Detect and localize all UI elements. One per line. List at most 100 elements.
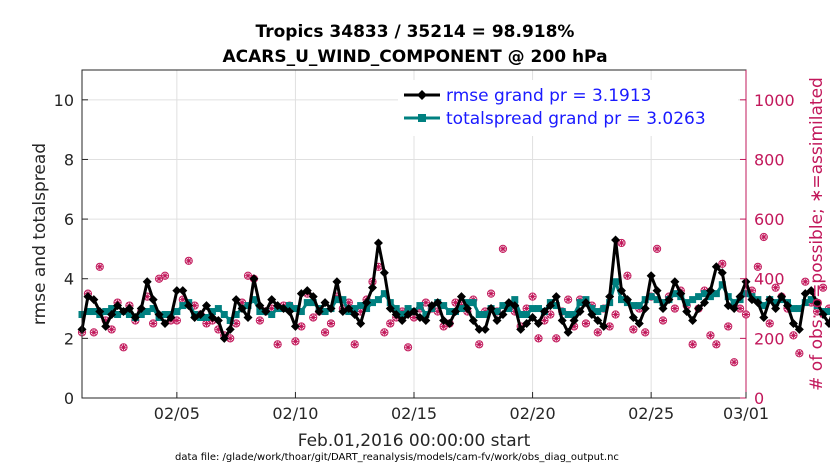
- y2-tick-label: 600: [754, 210, 785, 229]
- y2-tick-label: 0: [754, 389, 764, 408]
- y2-tick-label: 800: [754, 150, 785, 169]
- obs-point: [320, 328, 330, 337]
- spread-point: [576, 299, 584, 307]
- rmse-point: [148, 295, 158, 305]
- obs-assimilated-marker: [660, 317, 666, 324]
- obs-point: [149, 319, 158, 328]
- obs-assimilated-marker: [162, 272, 168, 279]
- obs-assimilated-marker: [754, 263, 761, 270]
- rmse-point: [628, 312, 638, 322]
- rmse-point: [705, 286, 715, 296]
- rmse-point: [95, 307, 105, 317]
- spread-point: [618, 296, 625, 304]
- obs-assimilated-marker: [654, 245, 661, 252]
- obs-point: [688, 340, 697, 349]
- spread-point: [463, 299, 471, 307]
- obs-point: [771, 283, 780, 292]
- spread-point: [772, 299, 780, 307]
- spread-point: [179, 302, 187, 310]
- spread-point: [369, 299, 376, 307]
- obs-possible-marker: [688, 340, 697, 349]
- spread-point: [493, 308, 501, 316]
- data-file-footnote: data file: /glade/work/thoar/git/DART_re…: [175, 452, 619, 463]
- rmse-point: [391, 310, 401, 320]
- spread-point: [333, 296, 341, 304]
- obs-assimilated-marker: [760, 233, 767, 240]
- rmse-point: [694, 304, 704, 314]
- spread-point: [659, 299, 667, 307]
- legend-rmse-label: rmse grand pr = 3.1913: [446, 86, 651, 106]
- spread-point: [446, 308, 454, 316]
- obs-possible-marker: [789, 331, 798, 340]
- obs-point: [273, 340, 282, 349]
- spread-point: [511, 296, 519, 304]
- obs-point: [160, 271, 170, 280]
- obs-assimilated-marker: [120, 344, 127, 351]
- rmse-point: [130, 312, 140, 322]
- x-tick-label: 02/20: [510, 404, 556, 423]
- obs-assimilated-marker: [731, 359, 738, 366]
- obs-assimilated-marker: [203, 320, 210, 327]
- rmse-point: [688, 315, 698, 325]
- obs-point: [475, 340, 484, 349]
- rmse-point: [154, 310, 164, 320]
- obs-assimilated-marker: [488, 290, 495, 297]
- rmse-point: [421, 315, 431, 325]
- obs-assimilated-marker: [434, 308, 441, 315]
- obs-assimilated-marker: [102, 317, 109, 324]
- obs-point: [765, 319, 774, 328]
- spread-point: [90, 308, 98, 316]
- rmse-point: [285, 307, 294, 317]
- spread-point: [244, 302, 252, 310]
- obs-assimilated-marker: [387, 320, 394, 327]
- obs-point: [730, 358, 739, 367]
- obs-point: [95, 262, 104, 271]
- obs-possible-marker: [350, 340, 359, 349]
- rmse-point: [652, 286, 662, 296]
- spread-point: [564, 311, 572, 319]
- x-tick-label: 02/15: [391, 404, 437, 423]
- rmse-point: [243, 312, 253, 322]
- spread-point: [475, 311, 483, 319]
- obs-assimilated-marker: [612, 311, 619, 318]
- obs-assimilated-marker: [405, 344, 412, 351]
- obs-point: [552, 334, 561, 343]
- spread-point: [268, 311, 276, 319]
- obs-point: [564, 295, 573, 304]
- obs-assimilated-marker: [411, 314, 417, 321]
- spread-point: [558, 308, 566, 316]
- rmse-point: [385, 304, 395, 314]
- obs-point: [706, 331, 715, 340]
- obs-assimilated-marker: [737, 305, 744, 312]
- obs-possible-marker: [273, 340, 282, 349]
- rmse-point: [302, 286, 312, 296]
- spread-point: [730, 299, 738, 307]
- obs-possible-marker: [712, 340, 721, 349]
- spread-point: [357, 302, 365, 310]
- spread-point: [641, 296, 649, 304]
- obs-possible-marker: [309, 313, 318, 322]
- obs-assimilated-marker: [375, 263, 382, 270]
- spread-point: [671, 290, 679, 298]
- spread-point: [724, 293, 732, 301]
- spread-point: [789, 305, 797, 313]
- obs-assimilated-marker: [725, 323, 732, 330]
- obs-possible-marker: [172, 316, 181, 325]
- rmse-point: [587, 310, 597, 320]
- rmse-point: [498, 310, 508, 320]
- rmse-point: [101, 321, 111, 331]
- obs-possible-marker: [611, 310, 620, 319]
- obs-point: [534, 334, 543, 343]
- x-axis-label: Feb.01,2016 00:00:00 start: [298, 431, 531, 451]
- rmse-point: [794, 324, 804, 334]
- rmse-point: [605, 292, 615, 302]
- spread-point: [469, 299, 477, 307]
- rmse-point: [617, 286, 626, 296]
- obs-possible-marker: [160, 271, 170, 280]
- rmse-point: [818, 310, 828, 320]
- x-tick-label: 02/25: [628, 404, 674, 423]
- rmse-point: [456, 292, 466, 302]
- rmse-point: [670, 277, 680, 287]
- spread-point: [380, 290, 388, 298]
- obs-assimilated-marker: [796, 350, 803, 357]
